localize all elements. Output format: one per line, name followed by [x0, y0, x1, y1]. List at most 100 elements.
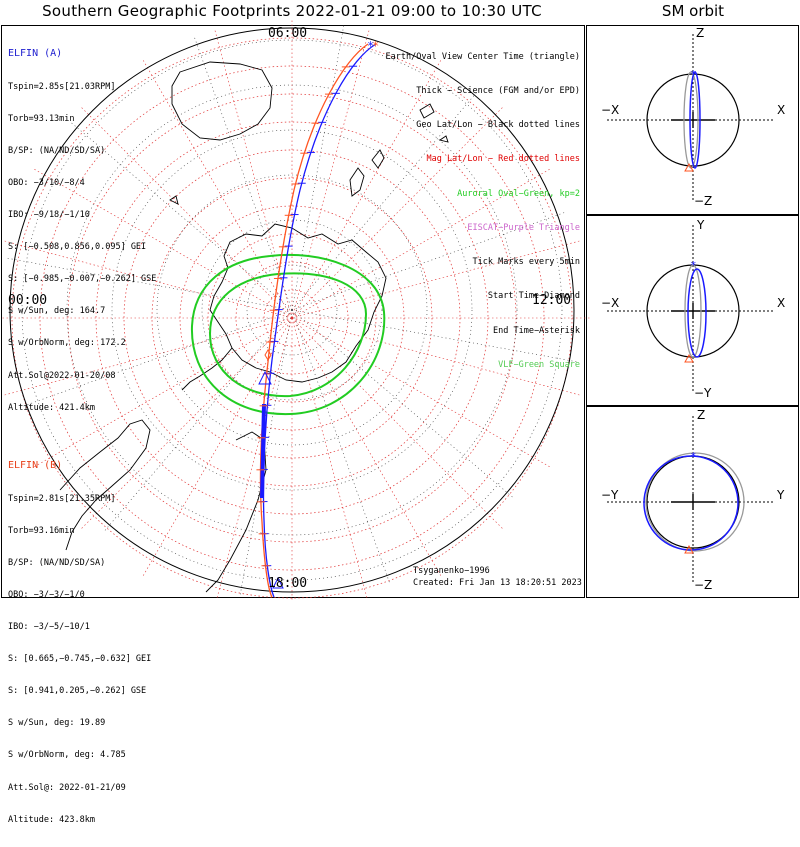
sm1-right-label: X	[777, 103, 786, 117]
mag-longitude-line	[216, 317, 293, 600]
sm-orbit-elfin-b	[645, 452, 745, 552]
elfin-b-start-diamond	[264, 349, 272, 361]
elfin-b-line: Tspin=2.81s[21.35RPM]	[8, 493, 116, 504]
elfin-a-line: S w/OrbNorm, deg: 172.2	[8, 338, 126, 349]
geo-longitude-line	[291, 309, 390, 584]
sm-orbit-elfin-b	[684, 264, 702, 358]
geo-longitude-line	[239, 309, 293, 596]
map-frame	[1, 25, 585, 598]
geo-longitude-line	[291, 24, 345, 311]
legend-item: Auroral Oval−Green, kp=2	[457, 188, 580, 199]
elfin-b-line: OBO: −3/−3/−1/0	[8, 589, 85, 600]
sm2-left-label: −X	[601, 296, 620, 310]
figure-title: Southern Geographic Footprints 2022-01-2…	[42, 2, 542, 20]
sm-orbit-elfin-a	[689, 71, 701, 169]
sm1-left-label: −X	[601, 103, 620, 117]
legend-item: VLF−Green Square	[498, 359, 580, 370]
sm-start-triangle	[684, 544, 694, 554]
created-credit: Created: Fri Jan 13 18:20:51 2023	[413, 578, 582, 588]
elfin-a-line: S: [−0.508,0.856,0.095] GEI	[8, 242, 147, 253]
geo-latitude-circle	[21, 39, 563, 581]
geo-longitude-line	[104, 309, 293, 532]
geo-longitude-line	[291, 88, 480, 311]
auroral-oval-inner	[208, 272, 368, 398]
south-pacific-islands	[169, 103, 449, 205]
sm-orbit-plots: * * *	[607, 34, 773, 582]
elfin-a-footprint-track	[262, 43, 377, 598]
geo-latitude-circle	[111, 129, 473, 491]
geo-longitude-line	[291, 212, 566, 311]
new-zealand-coastline	[349, 149, 385, 197]
sm-end-asterisk: *	[690, 68, 697, 81]
geo-longitude-line	[194, 36, 293, 311]
elfin-a-start-triangle	[272, 576, 284, 589]
elfin-a-line: S w/Sun, deg: 164.7	[8, 306, 106, 317]
time-label-bottom: 18:00	[268, 576, 308, 591]
sm3-bottom-label: −Z	[694, 578, 713, 592]
magnetic-lat-lon-grid	[0, 18, 592, 600]
legend-item: Start Time−Diamond	[487, 291, 580, 302]
sm3-left-label: −Y	[601, 488, 619, 502]
coastlines	[59, 61, 449, 593]
sm2-bottom-label: −Y	[694, 386, 712, 400]
elfin-b-line: S: [0.665,−0.745,−0.632] GEI	[8, 654, 152, 665]
elfin-b-line: Att.Sol@: 2022-01-21/09	[8, 782, 126, 793]
sm-orbit-elfin-a	[643, 455, 739, 551]
elfin-b-line: S w/OrbNorm, deg: 4.785	[8, 750, 126, 761]
elfin-b-line: IBO: −3/−5/−10/1	[8, 621, 90, 632]
sm-panel-frame-2	[586, 215, 799, 406]
legend-item: Thick − Science (FGM and/or EPD)	[416, 86, 580, 97]
geo-latitude-circle	[66, 84, 518, 536]
time-label-left: 00:00	[8, 293, 48, 308]
legend-item: Mag Lat/Lon − Red dotted lines	[426, 154, 580, 165]
elfin-b-footprint-track	[259, 43, 369, 598]
legend-item: EISCAT−Purple Triangle	[467, 222, 580, 233]
legend-item: Earth/Oval View Center Time (triangle)	[385, 51, 580, 62]
mag-longitude-line	[141, 58, 293, 319]
time-label-right: 12:00	[532, 293, 572, 308]
sm3-right-label: Y	[777, 488, 785, 502]
auroral-oval-outer	[190, 253, 386, 416]
legend-item: End Time−Asterisk	[493, 325, 580, 336]
sm-orbit-title: SM orbit	[661, 2, 725, 20]
elfin-b-line: S w/Sun, deg: 19.89	[8, 718, 106, 729]
model-credit: Tsyganenko−1996	[413, 566, 490, 576]
elfin-a-line: S: [−0.985,−0.007,−0.262] GSE	[8, 274, 157, 285]
sm-start-triangle	[684, 162, 694, 172]
sm2-right-label: X	[777, 296, 786, 310]
elfin-a-line: Tspin=2.85s[21.03RPM]	[8, 81, 116, 92]
geo-longitude-line	[291, 309, 514, 498]
mag-longitude-line	[291, 317, 368, 600]
sm1-bottom-label: −Z	[694, 194, 713, 208]
elfin-a-line: IBO: −9/18/−1/10	[8, 209, 90, 220]
elfin-b-line: Torb=93.16min	[8, 525, 75, 536]
map-boundary-circle	[9, 27, 575, 593]
geo-latitude-circle	[246, 264, 338, 356]
sm2-top-label: Y	[697, 218, 705, 232]
south-america-coastline	[59, 419, 151, 551]
elfin-a-line: B/SP: (NA/ND/SD/SA)	[8, 145, 106, 156]
tick-marks	[256, 65, 358, 567]
legend-item: Tick Marks every 5min	[472, 257, 580, 268]
geo-latitude-circle	[201, 219, 383, 401]
elfin-a-line: Att.Sol@2022-01-20/08	[8, 370, 116, 381]
geo-latitude-circle	[156, 174, 428, 446]
sm-orbit-elfin-a	[687, 268, 707, 358]
africa-coastline	[205, 431, 267, 593]
elfin-a-heading: ELFIN (A)	[8, 48, 63, 60]
view-center-triangle	[258, 370, 272, 385]
sm-end-asterisk: *	[690, 259, 697, 272]
elfin-b-line: B/SP: (NA/ND/SD/SA)	[8, 557, 106, 568]
elfin-b-line: Altitude: 423.8km	[8, 814, 95, 825]
australia-coastline	[171, 61, 273, 141]
sm-start-triangle	[684, 353, 694, 363]
geo-longitude-line	[18, 309, 293, 408]
footprint-map: * * * * *	[0, 18, 799, 600]
time-label-top: 06:00	[268, 26, 308, 41]
sm-panel-frame-1	[586, 25, 799, 215]
legend: Earth/Oval View Center Time (triangle) T…	[386, 29, 580, 394]
sm-end-asterisk: *	[690, 450, 697, 463]
elfin-b-end-asterisk: *	[372, 39, 379, 53]
elfin-b-info: ELFIN (B) Tspin=2.81s[21.35RPM] Torb=93.…	[8, 440, 151, 847]
elfin-a-line: OBO: −3/10/−8/4	[8, 177, 85, 188]
